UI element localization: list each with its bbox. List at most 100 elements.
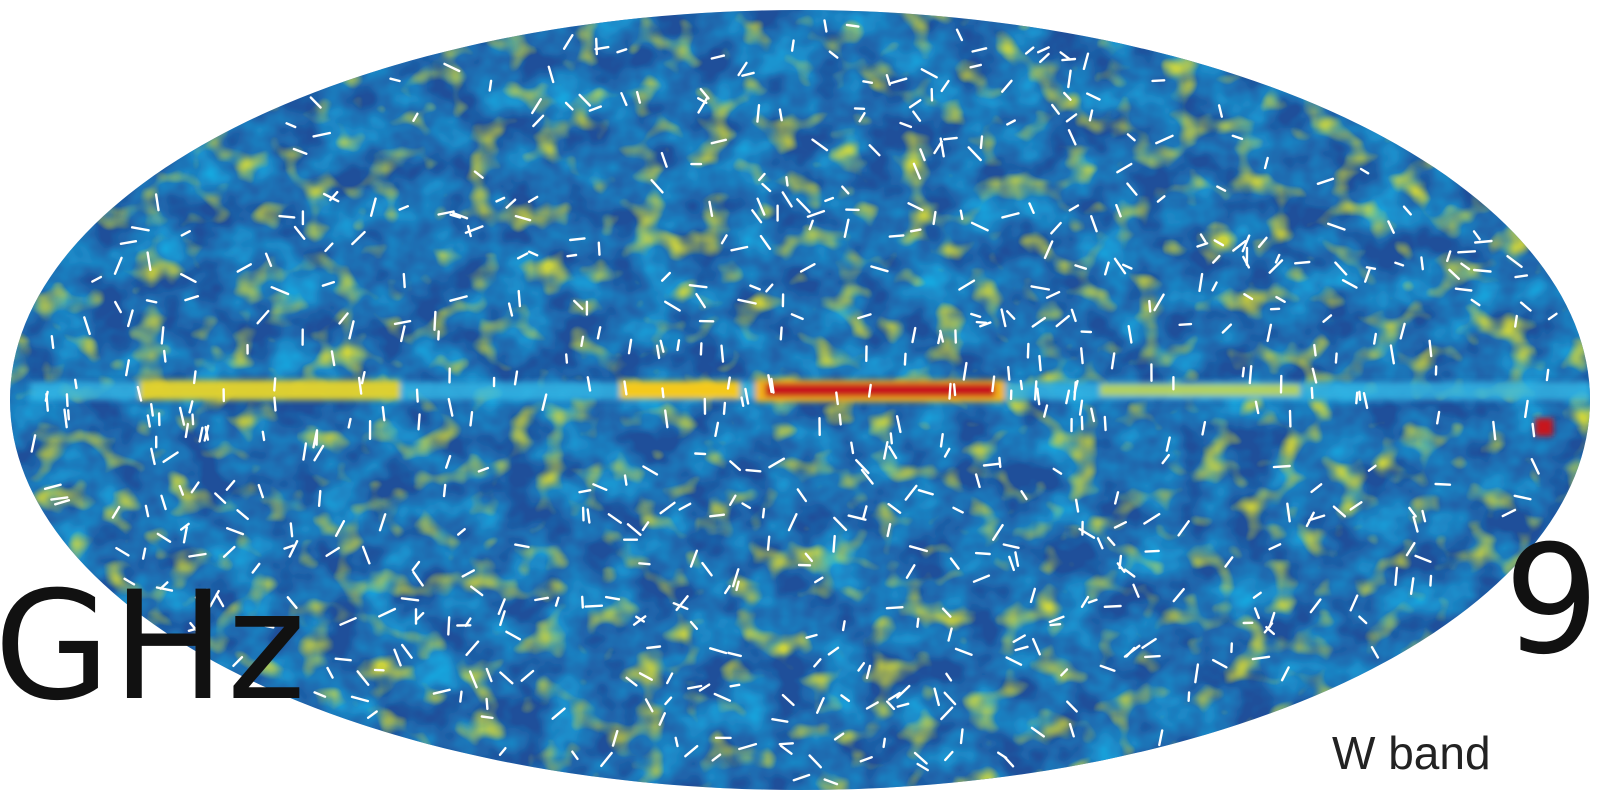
polarization-vector <box>661 271 671 282</box>
polarization-vector <box>710 54 726 60</box>
polarization-vector <box>759 234 772 251</box>
polarization-vector <box>952 383 957 397</box>
polarization-vector <box>687 684 703 690</box>
polarization-vector <box>270 286 290 296</box>
polarization-vector <box>940 706 954 721</box>
polarization-vector <box>1048 615 1065 624</box>
polarization-vector <box>63 408 68 429</box>
polarization-vector <box>1501 508 1517 518</box>
polarization-vector <box>160 494 167 511</box>
polarization-vector <box>1061 57 1077 62</box>
polarization-vector <box>689 620 699 630</box>
polarization-vector <box>488 79 493 92</box>
polarization-vector <box>912 110 922 122</box>
polarization-vector <box>1065 389 1071 405</box>
polarization-vector <box>1268 259 1284 274</box>
polarization-vector <box>1088 109 1094 122</box>
polarization-vector <box>626 523 642 536</box>
polarization-vector <box>597 241 601 256</box>
polarization-vector <box>565 353 569 364</box>
polarization-vector <box>273 396 277 412</box>
polarization-vector <box>974 473 981 489</box>
polarization-vector <box>1178 322 1193 326</box>
polarization-vector <box>917 489 934 496</box>
polarization-vector <box>1367 464 1377 472</box>
polarization-vector <box>564 101 574 111</box>
polarization-vector <box>184 422 190 439</box>
polarization-vector <box>264 624 275 629</box>
polarization-vector <box>1414 554 1432 563</box>
polarization-vector <box>1412 515 1419 533</box>
polarization-vector <box>214 492 227 504</box>
polarization-vector <box>144 504 150 518</box>
polarization-vector <box>885 73 891 86</box>
polarization-vector <box>745 468 762 473</box>
polarization-vector <box>805 633 818 639</box>
polarization-vector <box>73 378 78 390</box>
polarization-vector <box>366 710 378 719</box>
polarization-vector <box>943 691 957 706</box>
polarization-vector <box>517 289 522 308</box>
polarization-vector <box>124 359 131 377</box>
polarization-vector <box>136 385 143 402</box>
polarization-vector <box>720 234 728 245</box>
polarization-vector <box>273 377 277 392</box>
polarization-vector <box>225 527 245 536</box>
polarization-vector <box>888 445 898 460</box>
polarization-vector <box>1113 521 1128 529</box>
polarization-vector <box>1158 729 1164 747</box>
polarization-vector <box>749 284 761 291</box>
polarization-vector <box>1513 314 1519 328</box>
polarization-vector <box>571 750 579 761</box>
polarization-vector <box>338 312 349 325</box>
polarization-vector <box>569 237 586 242</box>
polarization-vector <box>251 562 261 574</box>
polarization-vector <box>1470 298 1481 307</box>
polarization-vector <box>554 596 560 607</box>
polarization-vector <box>1213 239 1225 247</box>
polarization-vector <box>578 93 592 107</box>
polarization-vector <box>184 295 200 302</box>
polarization-vector <box>361 545 371 565</box>
polarization-vector <box>1224 556 1234 568</box>
polarization-vector <box>730 245 749 252</box>
polarization-vector <box>325 546 340 557</box>
polarization-vector <box>722 401 727 415</box>
polarization-vector <box>740 396 745 407</box>
polarization-vector <box>225 479 236 491</box>
polarization-vector <box>969 63 982 69</box>
polarization-vector <box>1103 261 1110 276</box>
polarization-vector <box>623 380 628 396</box>
polarization-vector <box>735 580 740 592</box>
polarization-vector <box>766 535 771 551</box>
polarization-vector <box>330 350 336 367</box>
polarization-vector <box>638 672 653 681</box>
polarization-vector <box>1310 386 1314 400</box>
polarization-vector <box>1365 266 1377 270</box>
polarization-vector <box>1070 308 1077 323</box>
polarization-vector <box>1420 256 1425 271</box>
polarization-vector <box>804 552 813 563</box>
polarization-vector <box>600 751 613 768</box>
polarization-vector <box>933 140 943 155</box>
polarization-vector <box>499 671 514 685</box>
polarization-vector <box>393 319 412 326</box>
polarization-vector <box>949 557 960 570</box>
polarization-vector <box>162 451 179 463</box>
polarization-vector <box>1031 637 1042 656</box>
polarization-vector <box>329 190 339 202</box>
polarization-vector <box>998 456 1002 469</box>
polarization-vector <box>1429 574 1433 587</box>
polarization-vector <box>527 250 539 257</box>
polarization-vector <box>865 664 872 680</box>
polarization-vector <box>1123 644 1141 658</box>
polarization-vector <box>699 342 703 356</box>
polarization-vector <box>179 273 197 283</box>
polarization-vector <box>580 335 585 347</box>
polarization-vector <box>607 513 622 524</box>
polarization-vector <box>1000 308 1007 328</box>
polarization-vector <box>943 136 958 141</box>
polarization-vector <box>334 657 352 662</box>
polarization-vector <box>1127 325 1133 344</box>
polarization-vector <box>1322 314 1333 323</box>
